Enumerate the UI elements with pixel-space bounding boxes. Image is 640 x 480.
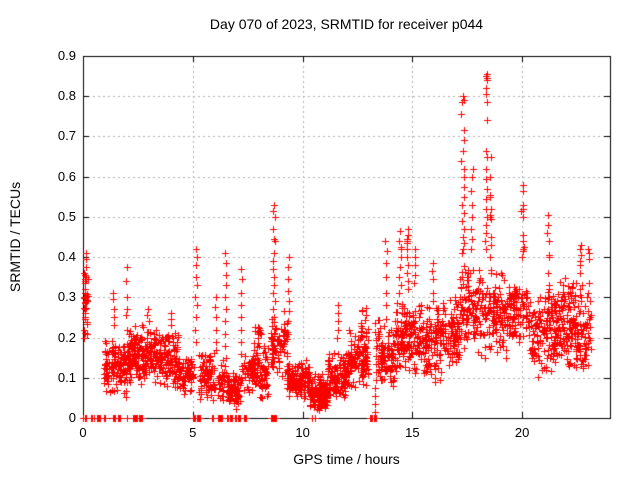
x-tick-label: 0 — [79, 425, 87, 440]
x-axis-label: GPS time / hours — [293, 451, 400, 467]
x-tick-label: 5 — [189, 425, 197, 440]
y-tick-label: 0.5 — [57, 209, 76, 225]
x-tick-label: 20 — [514, 425, 530, 440]
y-tick-label: 0.3 — [57, 289, 76, 305]
y-tick-label: 0 — [68, 410, 76, 426]
y-tick-label: 0.8 — [57, 88, 76, 104]
y-tick-label: 0.2 — [57, 329, 76, 345]
y-tick-label: 0.6 — [57, 168, 76, 184]
y-tick-label: 0.1 — [57, 369, 76, 385]
y-tick-label: 0.4 — [57, 249, 76, 265]
y-tick-label: 0.7 — [57, 128, 76, 144]
y-tick-label: 0.9 — [57, 48, 76, 64]
chart-title: Day 070 of 2023, SRMTID for receiver p04… — [209, 16, 484, 32]
x-tick-label: 10 — [295, 425, 310, 440]
x-tick-label: 15 — [405, 425, 420, 440]
